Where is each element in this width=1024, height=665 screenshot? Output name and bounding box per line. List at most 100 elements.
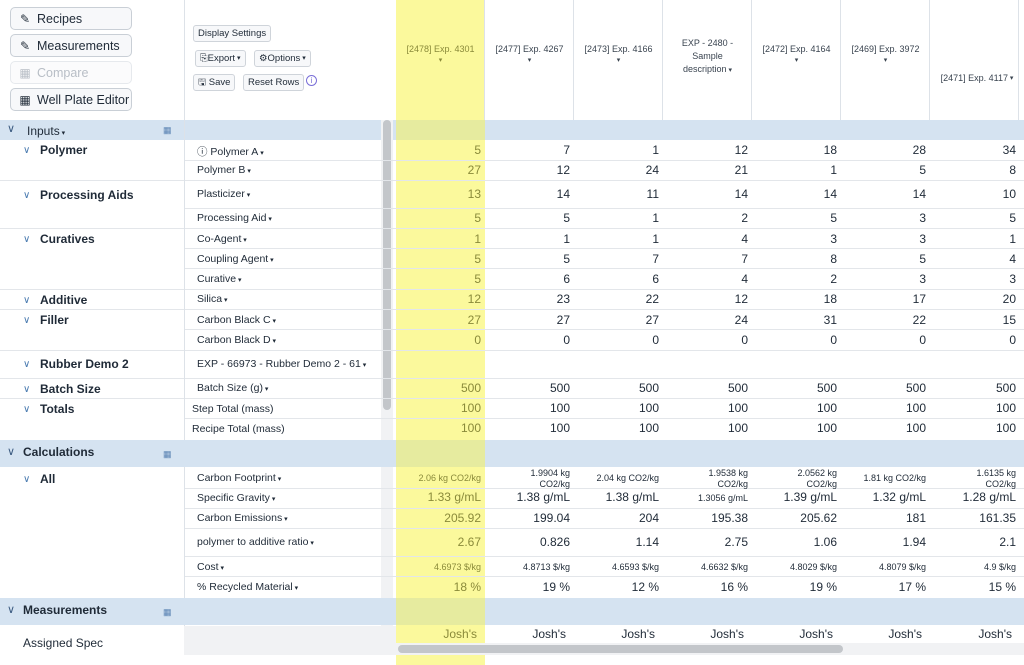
chevron-down-icon[interactable]: ∨ [23, 295, 31, 306]
table-cell[interactable]: 3 [919, 232, 926, 246]
table-cell[interactable]: 1.6135 kg [976, 468, 1016, 478]
table-cell[interactable]: 1.14 [635, 535, 659, 549]
export-button[interactable]: ⎘ Export ▾ [195, 50, 246, 67]
table-cell[interactable]: 2.1 [999, 535, 1016, 549]
table-cell[interactable]: 12 [467, 292, 481, 306]
spec-cell[interactable]: Josh's [532, 627, 566, 641]
table-cell[interactable]: 15 [1002, 313, 1016, 327]
table-cell[interactable]: 34 [1002, 143, 1016, 157]
column-header[interactable]: [2469] Exp. 3972 ▾ [851, 44, 920, 64]
group-processing-aids[interactable]: Processing Aids [40, 188, 134, 202]
table-cell[interactable]: 7 [741, 252, 748, 266]
group-additive[interactable]: Additive [40, 293, 88, 307]
table-cell[interactable]: 15 % [988, 580, 1016, 594]
scrollbar-thumb[interactable] [398, 645, 843, 653]
chevron-down-icon[interactable]: ∨ [23, 404, 31, 415]
table-cell[interactable]: 4.8713 $/kg [522, 562, 570, 572]
table-cell[interactable]: 0 [652, 333, 659, 347]
table-cell[interactable]: 4 [1009, 252, 1016, 266]
table-cell[interactable]: 100 [995, 401, 1016, 415]
table-cell[interactable]: 4.6632 $/kg [700, 562, 748, 572]
table-cell[interactable]: 5 [474, 272, 481, 286]
row-label[interactable]: Specific Gravity ▾ [197, 492, 276, 504]
table-cell[interactable]: 500 [460, 381, 481, 395]
table-cell[interactable]: 2 [741, 211, 748, 225]
column-header[interactable]: [2471] Exp. 4117 ▾ [940, 73, 1014, 83]
row-label[interactable]: Carbon Emissions ▾ [197, 512, 288, 524]
table-cell[interactable]: 28 [912, 143, 926, 157]
table-cell[interactable]: 1 [652, 211, 659, 225]
table-cell[interactable]: 500 [638, 381, 659, 395]
table-cell[interactable]: 100 [638, 401, 659, 415]
section-inputs[interactable] [0, 120, 1024, 140]
table-cell[interactable]: 4.8029 $/kg [789, 562, 837, 572]
group-all[interactable]: All [40, 472, 56, 486]
chevron-down-icon[interactable]: ∨ [23, 384, 31, 395]
chevron-down-icon[interactable]: ∨ [23, 234, 31, 245]
table-cell[interactable]: 4.9 $/kg [983, 562, 1016, 572]
table-cell[interactable]: 10 [1002, 187, 1016, 201]
table-cell[interactable]: 5 [474, 143, 481, 157]
section-measurements[interactable] [0, 598, 1024, 625]
table-cell[interactable]: 19 % [542, 580, 570, 594]
measurements-button[interactable]: ✎ Measurements [10, 34, 132, 57]
table-cell[interactable]: 3 [1009, 272, 1016, 286]
table-cell[interactable]: 199.04 [533, 511, 570, 525]
table-cell[interactable]: 5 [830, 211, 837, 225]
chevron-down-icon[interactable]: ∨ [7, 446, 16, 458]
table-cell[interactable]: 1 [563, 232, 570, 246]
row-label[interactable]: Carbon Black C ▾ [197, 314, 276, 326]
table-cell[interactable]: 1.9538 kg [708, 468, 748, 478]
row-label[interactable]: Carbon Footprint ▾ [197, 472, 282, 484]
row-label[interactable]: Curative ▾ [197, 273, 242, 285]
table-cell[interactable]: 4 [741, 232, 748, 246]
table-cell[interactable]: 11 [646, 187, 659, 201]
table-cell[interactable]: 100 [905, 421, 926, 435]
table-cell[interactable]: 100 [905, 401, 926, 415]
table-cell[interactable]: 3 [919, 272, 926, 286]
grid-icon[interactable]: ▦ [163, 125, 172, 135]
table-cell[interactable]: CO2/kg [985, 479, 1016, 489]
table-cell[interactable]: 16 % [720, 580, 748, 594]
table-cell[interactable]: 2.04 kg CO2/kg [596, 473, 659, 483]
table-cell[interactable]: 195.38 [711, 511, 748, 525]
table-cell[interactable]: 3 [830, 232, 837, 246]
table-cell[interactable]: 27 [556, 313, 570, 327]
spec-cell[interactable]: Josh's [888, 627, 922, 641]
table-cell[interactable]: 8 [830, 252, 837, 266]
table-cell[interactable]: 1 [474, 232, 481, 246]
table-cell[interactable]: 18 [823, 143, 837, 157]
table-cell[interactable]: 12 [734, 143, 748, 157]
column-header[interactable]: [2477] Exp. 4267 ▾ [495, 44, 564, 64]
save-button[interactable]: 🖫 Save [193, 74, 236, 91]
table-cell[interactable]: 5 [563, 252, 570, 266]
chevron-down-icon[interactable]: ∨ [7, 123, 16, 135]
table-cell[interactable]: 12 [734, 292, 748, 306]
column-header[interactable]: [2478] Exp. 4301 ▾ [406, 44, 475, 64]
chevron-down-icon[interactable]: ∨ [23, 474, 31, 485]
table-cell[interactable]: 204 [638, 511, 659, 525]
table-cell[interactable]: 100 [727, 401, 748, 415]
row-label[interactable]: Silica ▾ [197, 293, 228, 305]
chevron-down-icon[interactable]: ∨ [23, 145, 31, 156]
table-cell[interactable]: 0 [474, 333, 481, 347]
row-label[interactable]: EXP - 66973 - Rubber Demo 2 - 61 ▾ [197, 358, 367, 370]
table-cell[interactable]: 1.9904 kg [530, 468, 570, 478]
table-cell[interactable]: 100 [727, 421, 748, 435]
table-cell[interactable]: 0 [919, 333, 926, 347]
info-icon[interactable]: i [306, 75, 317, 86]
table-cell[interactable]: 5 [919, 252, 926, 266]
chevron-down-icon[interactable]: ∨ [23, 190, 31, 201]
spec-cell[interactable]: Josh's [978, 627, 1012, 641]
table-cell[interactable]: 27 [467, 163, 481, 177]
spec-cell[interactable]: Josh's [443, 627, 477, 641]
row-label[interactable]: ⓘ Polymer A ▾ [197, 146, 264, 158]
table-cell[interactable]: 5 [474, 252, 481, 266]
table-cell[interactable]: 500 [905, 381, 926, 395]
table-cell[interactable]: 12 % [631, 580, 659, 594]
table-cell[interactable]: 1 [652, 232, 659, 246]
table-cell[interactable]: 18 [823, 292, 837, 306]
group-totals[interactable]: Totals [40, 402, 75, 416]
table-cell[interactable]: 27 [467, 313, 481, 327]
row-label[interactable]: Coupling Agent ▾ [197, 253, 274, 265]
